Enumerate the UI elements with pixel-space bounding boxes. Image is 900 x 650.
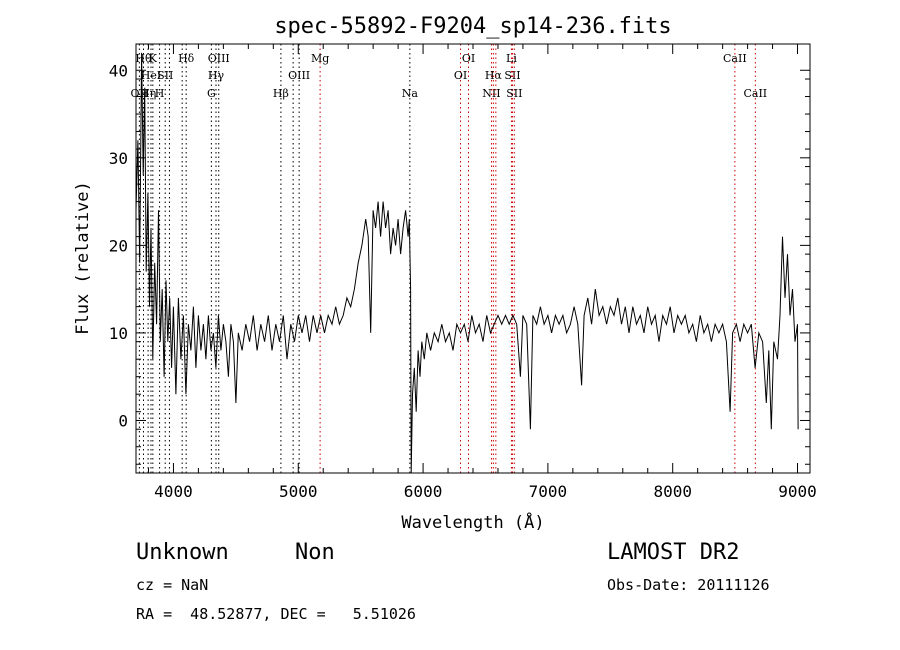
x-axis-label: Wavelength (Å) xyxy=(401,511,544,533)
observation-date: Obs-Date: 20111126 xyxy=(607,576,770,594)
x-tick-label-0: 4000 xyxy=(154,482,193,501)
y-tick-label-3: 30 xyxy=(109,149,128,168)
emission-line-markers: OIIHθHηKHeIHSIIHδGHγOIIIHβOIIIMgNaOIOINI… xyxy=(131,44,767,473)
marker-label-23: Li xyxy=(506,52,517,65)
marker-label-6: SII xyxy=(157,69,173,82)
redshift-readout: cz = NaN xyxy=(136,576,209,594)
marker-label-4: HeI xyxy=(141,69,161,82)
marker-label-17: Na xyxy=(402,87,419,100)
y-axis-label: Flux (relative) xyxy=(73,181,93,335)
y-tick-label-0: 0 xyxy=(118,411,128,430)
chart-title: spec-55892-F9204_sp14-236.fits xyxy=(274,14,671,39)
marker-label-10: G xyxy=(207,87,216,100)
survey-label: LAMOST DR2 xyxy=(607,540,740,565)
marker-label-26: CaII xyxy=(723,52,747,65)
y-tick-label-4: 40 xyxy=(109,61,128,80)
marker-label-3: K xyxy=(149,52,158,65)
y-tick-label-1: 10 xyxy=(109,324,128,343)
marker-label-20: NII xyxy=(482,87,500,100)
marker-label-15: OIII xyxy=(288,69,310,82)
marker-label-1: Hθ xyxy=(135,52,152,65)
x-tick-label-1: 5000 xyxy=(279,482,318,501)
marker-label-21: Hα xyxy=(485,69,503,82)
marker-label-12: OIII xyxy=(208,52,230,65)
plot-frame xyxy=(135,43,811,474)
x-tick-label-3: 7000 xyxy=(529,482,568,501)
x-tick-label-4: 8000 xyxy=(653,482,692,501)
marker-label-16: Mg xyxy=(311,52,329,65)
marker-label-13: Hβ xyxy=(273,87,289,100)
marker-label-18: OI xyxy=(454,69,467,82)
coordinates: RA = 48.52877, DEC = 5.51026 xyxy=(136,605,416,623)
marker-label-11: Hγ xyxy=(208,69,225,82)
axis-ticks: 4000 5000 6000 7000 8000 9000 0 10 20 30 40 xyxy=(109,44,817,501)
object-subclass: Non xyxy=(295,540,335,565)
object-class: Unknown xyxy=(136,540,229,565)
y-tick-label-2: 20 xyxy=(109,236,128,255)
marker-label-5: H xyxy=(155,87,165,100)
x-tick-label-5: 9000 xyxy=(778,482,817,501)
marker-label-8: Hδ xyxy=(178,52,195,65)
marker-label-19: OI xyxy=(462,52,475,65)
spectrum-line xyxy=(135,52,799,474)
marker-label-27: CaII xyxy=(743,87,767,100)
marker-label-24: SII xyxy=(504,69,520,82)
x-tick-label-2: 6000 xyxy=(404,482,443,501)
spectrum-chart: spec-55892-F9204_sp14-236.fits OIIHθHηKH… xyxy=(73,14,817,533)
marker-label-25: SII xyxy=(506,87,522,100)
